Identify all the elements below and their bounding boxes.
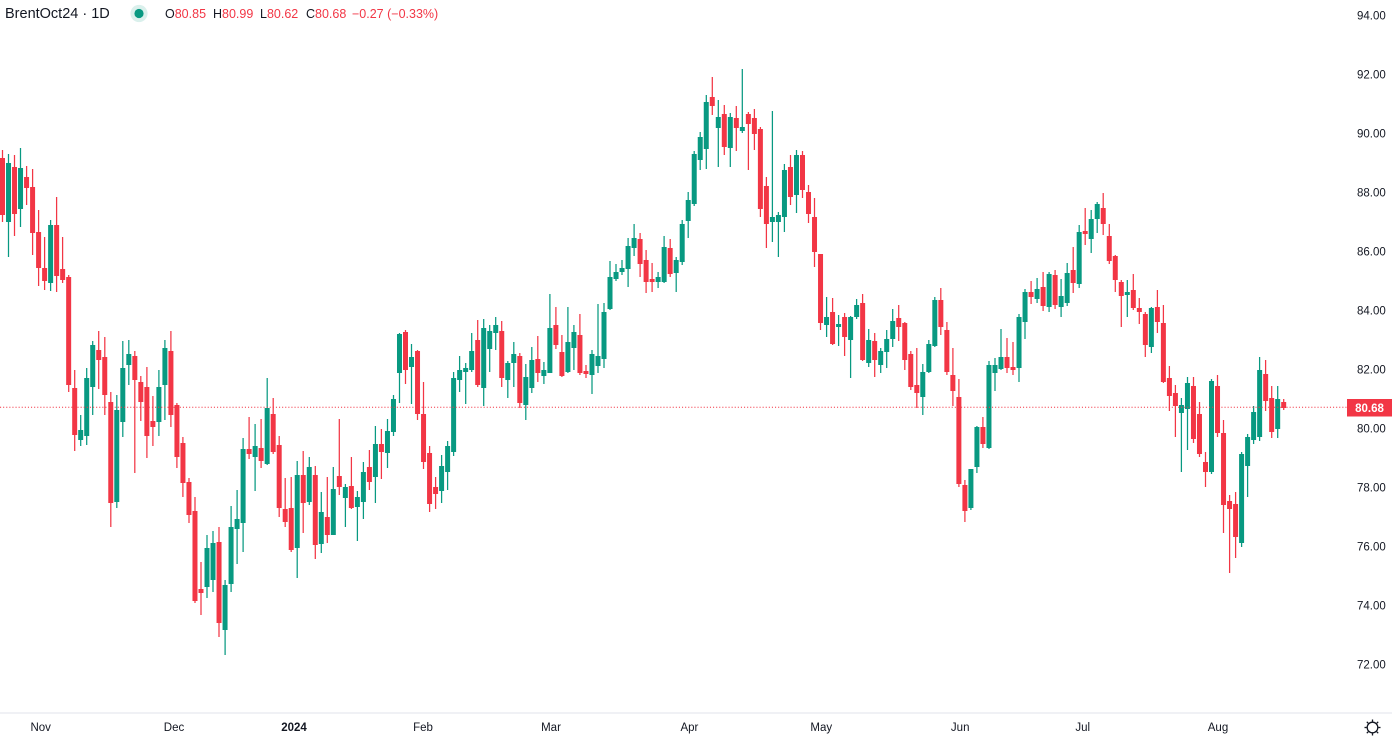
svg-text:72.00: 72.00 bbox=[1357, 659, 1386, 671]
svg-text:92.00: 92.00 bbox=[1357, 69, 1386, 81]
svg-text:BrentOct24 · 1D: BrentOct24 · 1D bbox=[5, 6, 110, 22]
svg-text:90.00: 90.00 bbox=[1357, 128, 1386, 140]
svg-text:Mar: Mar bbox=[541, 722, 561, 734]
svg-text:Jul: Jul bbox=[1075, 722, 1090, 734]
svg-text:Nov: Nov bbox=[30, 722, 51, 734]
svg-text:86.00: 86.00 bbox=[1357, 246, 1386, 258]
svg-text:Feb: Feb bbox=[413, 722, 433, 734]
svg-text:Dec: Dec bbox=[164, 722, 185, 734]
svg-text:Apr: Apr bbox=[680, 722, 698, 734]
svg-text:Jun: Jun bbox=[951, 722, 970, 734]
svg-text:78.00: 78.00 bbox=[1357, 482, 1386, 494]
svg-text:84.00: 84.00 bbox=[1357, 305, 1386, 317]
svg-text:94.00: 94.00 bbox=[1357, 10, 1386, 22]
svg-text:80.68: 80.68 bbox=[1355, 403, 1384, 415]
svg-text:82.00: 82.00 bbox=[1357, 364, 1386, 376]
svg-text:76.00: 76.00 bbox=[1357, 541, 1386, 553]
svg-text:Aug: Aug bbox=[1208, 722, 1228, 734]
svg-text:88.00: 88.00 bbox=[1357, 187, 1386, 199]
svg-text:80.00: 80.00 bbox=[1357, 423, 1386, 435]
svg-text:74.00: 74.00 bbox=[1357, 600, 1386, 612]
svg-text:2024: 2024 bbox=[281, 722, 307, 734]
svg-text:May: May bbox=[810, 722, 832, 734]
